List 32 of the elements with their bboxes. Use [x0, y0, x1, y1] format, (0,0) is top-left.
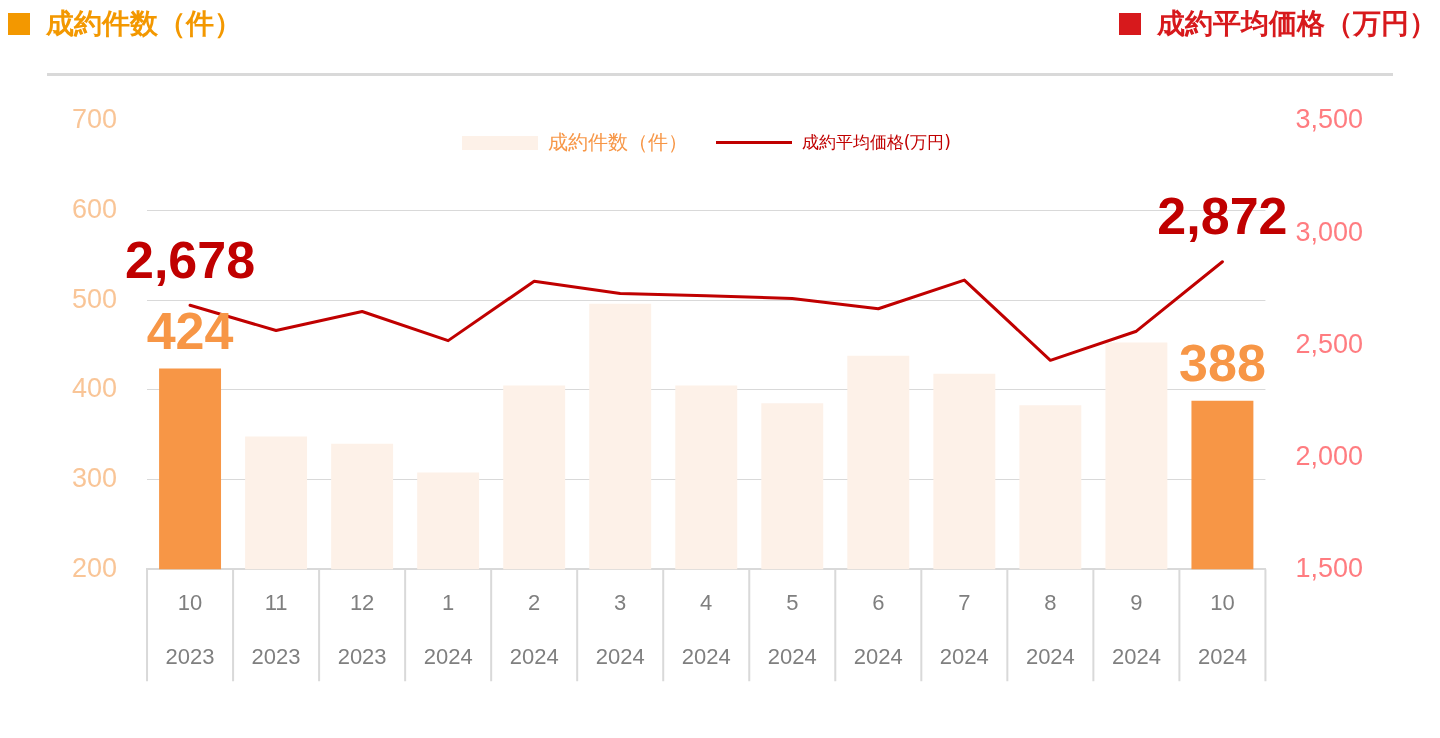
y2-tick-label: 1,500 [1295, 552, 1364, 583]
category-label: 12 2023 [337, 590, 387, 670]
category-label: 10 2024 [1197, 590, 1247, 670]
legend-label: 成約平均価格(万円) [801, 131, 951, 154]
category-label: 11 2023 [251, 590, 301, 670]
y2-tick-label: 2,000 [1295, 440, 1364, 471]
data-label: 388 [1179, 334, 1266, 393]
data-label: 2,678 [124, 230, 256, 289]
y-tick-label: 200 [71, 552, 118, 583]
y-axis-title: 成約件数（件） [46, 6, 242, 42]
y-tick-label: 700 [71, 104, 118, 135]
y-tick-label: 500 [71, 283, 118, 314]
category-label: 5 2024 [767, 590, 817, 670]
data-label: 424 [146, 301, 234, 360]
category-label: 4 2024 [681, 590, 731, 670]
category-label: 7 2024 [939, 590, 989, 670]
category-label: 10 2023 [165, 590, 215, 670]
category-label: 3 2024 [595, 590, 645, 670]
data-label: 2,872 [1157, 187, 1288, 246]
y2-tick-label: 3,500 [1295, 104, 1364, 135]
category-label: 2 2024 [509, 590, 559, 670]
category-label: 9 2024 [1111, 590, 1161, 670]
y-tick-label: 300 [71, 463, 118, 494]
y-tick-label: 600 [71, 194, 118, 225]
y2-axis-title: 成約平均価格（万円） [1157, 6, 1437, 42]
category-label: 1 2024 [423, 590, 473, 670]
category-label: 8 2024 [1025, 590, 1075, 670]
y-tick-label: 400 [71, 373, 118, 404]
y2-tick-label: 2,500 [1295, 328, 1364, 359]
legend-label: 成約件数（件） [547, 129, 688, 156]
category-label: 6 2024 [853, 590, 903, 670]
y2-tick-label: 3,000 [1295, 216, 1364, 247]
